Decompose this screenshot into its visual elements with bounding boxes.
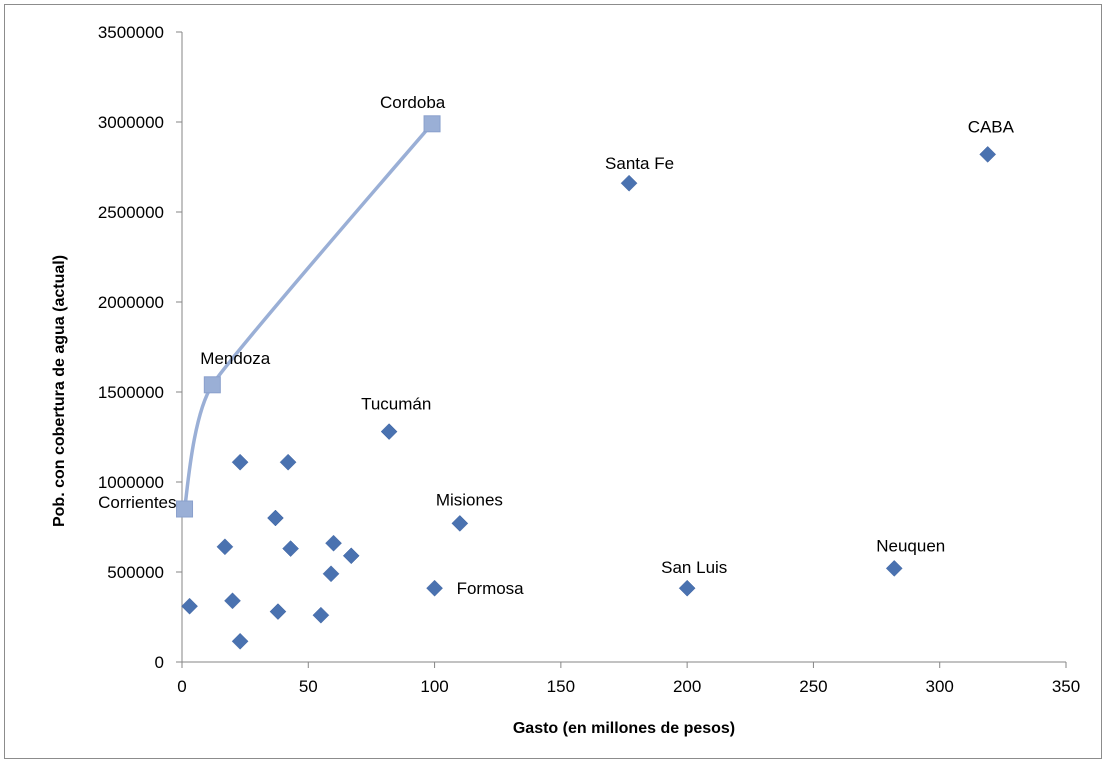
y-tick-label: 2500000 [98,203,164,222]
diamond-point [620,174,638,192]
diamond-point [979,146,997,163]
diamond-point [380,423,398,440]
y-tick-label: 3000000 [98,113,164,132]
point-labels: CABA Santa Fe Tucumán Misiones Formosa San Lu… [98,93,1015,598]
diamond-point [325,534,342,552]
series-line [182,122,434,510]
diamond-point [885,560,903,577]
point-label: Mendoza [200,349,270,368]
axes [176,31,1067,668]
diamond-point [312,606,330,624]
y-tick-label: 500000 [107,563,164,582]
diamond-point [267,509,284,527]
diamond-point [231,453,249,471]
tick-labels: 0 50 100 150 200 250 300 350 0 500000 1000000 15000… [98,23,1080,696]
x-tick-label: 200 [673,677,701,696]
square-point [423,115,441,133]
x-tick-label: 100 [420,677,448,696]
point-label: Corrientes [98,493,176,512]
series-line-group [182,122,434,510]
point-label: San Luis [661,558,727,577]
y-tick-label: 3500000 [98,23,164,42]
x-tick-label: 0 [177,677,186,696]
diamond-point [231,632,249,650]
diamond-point [216,538,234,556]
y-tick-label: 0 [155,653,164,672]
diamond-point [426,579,443,597]
point-label: Misiones [436,490,503,509]
diamond-point [451,515,469,532]
x-tick-label: 300 [926,677,954,696]
point-label: Neuquen [876,536,945,555]
point-label: Cordoba [380,93,446,112]
point-label: Santa Fe [605,154,674,173]
diamond-point [342,547,360,565]
diamond-point [678,579,696,597]
y-tick-label: 1000000 [98,473,164,492]
markers [176,115,997,650]
x-tick-label: 250 [799,677,827,696]
diamond-point [181,597,198,615]
diamond-point [322,565,340,583]
x-tick-label: 350 [1052,677,1080,696]
y-tick-label: 1500000 [98,383,164,402]
x-tick-label: 50 [299,677,318,696]
point-label: Formosa [457,579,525,598]
diamond-point [224,592,241,610]
point-label: Tucumán [361,395,431,414]
x-axis-title: Gasto (en millones de pesos) [513,720,735,737]
square-point [176,500,194,518]
y-axis-title: Pob. con cobertura de agua (actual) [51,255,68,527]
square-point [203,376,221,394]
chart-frame [4,4,1102,759]
y-tick-label: 2000000 [98,293,164,312]
diamond-point [282,540,299,557]
diamond-point [269,603,287,620]
point-label: CABA [968,117,1015,136]
x-tick-label: 150 [547,677,575,696]
diamond-point [279,453,297,471]
